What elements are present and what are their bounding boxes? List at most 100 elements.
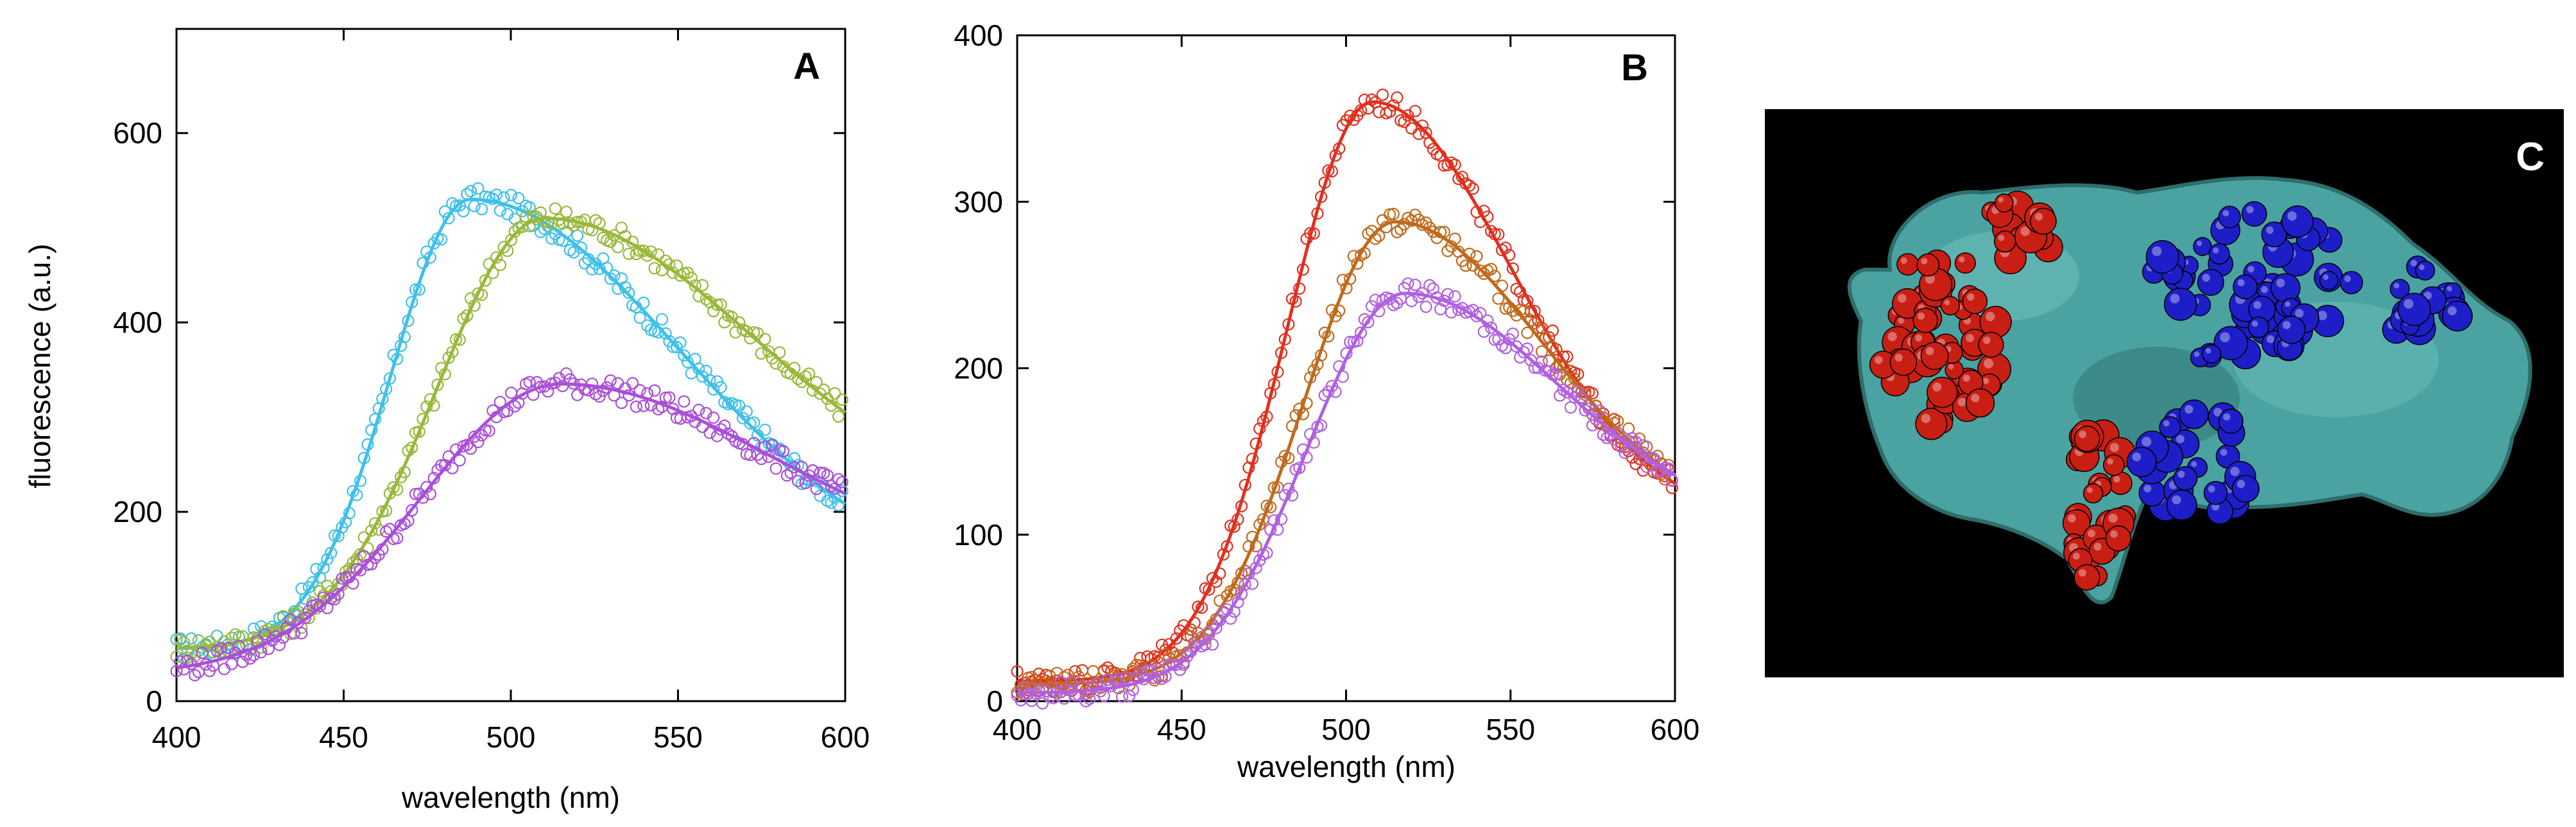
data-point [655,313,669,326]
data-point [1488,270,1501,283]
y-tick-label: 300 [954,185,1003,218]
panel-b-series [1011,89,1678,709]
data-point [1376,89,1389,101]
data-point [1597,428,1610,441]
data-point [1076,664,1089,677]
data-point [1521,342,1534,355]
panel-a-label: A [793,46,820,87]
atom-sphere [1993,230,2016,253]
data-point [829,387,841,400]
atom-highlight [2087,529,2095,537]
atom-highlight [2086,487,2093,493]
data-point [476,203,488,216]
data-point [810,376,823,388]
data-point [1210,622,1223,634]
data-point [442,212,455,225]
atom-highlight [1959,256,1965,263]
atom-highlight [1971,394,1980,403]
data-point [759,423,771,436]
data-point [707,411,720,424]
data-point [1391,225,1404,239]
data-point [1484,321,1498,334]
panel-a-ylabel: fluorescence (a.u.) [23,244,56,489]
series-purple [170,367,848,682]
data-point [707,383,720,396]
data-point [387,349,400,361]
atom-sphere [2208,243,2230,265]
data-point [1354,326,1368,339]
data-point [1144,664,1158,677]
x-tick-label: 500 [486,720,536,754]
data-point [692,403,705,416]
atom-sphere [2271,273,2301,303]
data-point [1517,345,1530,359]
y-tick-label: 400 [113,306,162,339]
y-tick-label: 200 [954,352,1003,385]
data-point [733,316,746,329]
atom-highlight [1998,234,2005,241]
x-tick-label: 400 [993,713,1042,746]
data-point [1011,665,1024,678]
atom-highlight [2177,471,2185,478]
data-point [612,377,624,390]
atom-highlight [2194,351,2200,358]
atom-sphere [2159,416,2181,439]
atom-highlight [2170,293,2180,304]
data-point [1402,277,1414,290]
y-tick-label: 200 [113,495,162,528]
data-point [295,582,308,595]
data-point [648,262,661,275]
data-point [777,445,790,458]
x-tick-label: 600 [1651,713,1700,746]
data-point [710,299,724,311]
data-point [604,374,617,387]
atom-highlight [1957,397,1967,406]
data-point [1365,93,1378,106]
atom-highlight [2152,246,2162,256]
data-point [623,286,635,299]
atom-sphere [2231,474,2260,503]
data-point [689,279,701,292]
atom-highlight [2143,484,2152,492]
fit-line [1017,292,1676,695]
atom-sphere [2281,205,2314,238]
atom-highlight [2393,283,2400,289]
atom-sphere [1920,342,1949,370]
atom-highlight [2108,513,2118,523]
x-tick-label: 500 [1321,713,1371,746]
data-point [615,396,628,410]
atom-highlight [1887,331,1897,342]
atom-highlight [2251,320,2258,327]
atom-sphere [2398,293,2431,326]
atom-sphere [2163,287,2197,321]
x-tick-label: 550 [653,720,703,754]
data-point [446,345,459,358]
atom-highlight [2220,332,2230,342]
atom-sphere [2442,300,2473,332]
data-point [494,204,506,217]
data-point [648,384,661,397]
atom-sphere [2247,316,2269,338]
data-point [273,638,286,652]
atom-highlight [1983,358,1994,369]
data-point [788,452,801,465]
data-point [1203,583,1215,596]
data-point [755,453,768,466]
atom-highlight [2191,461,2197,467]
blue-atoms [2126,201,2473,525]
panel-a-xlabel: wavelength (nm) [401,781,620,814]
data-point [1387,207,1400,220]
data-point [810,483,823,496]
atom-highlight [1944,299,1950,306]
data-point [630,400,642,413]
data-point [409,487,422,501]
atom-sphere [2126,446,2157,478]
data-point [659,327,672,340]
atom-highlight [2163,420,2170,427]
x-tick-label: 400 [152,720,202,754]
data-point [313,600,327,613]
data-point [1069,688,1081,702]
data-point [1575,391,1588,404]
data-point [479,274,492,287]
atom-highlight [2223,413,2231,421]
